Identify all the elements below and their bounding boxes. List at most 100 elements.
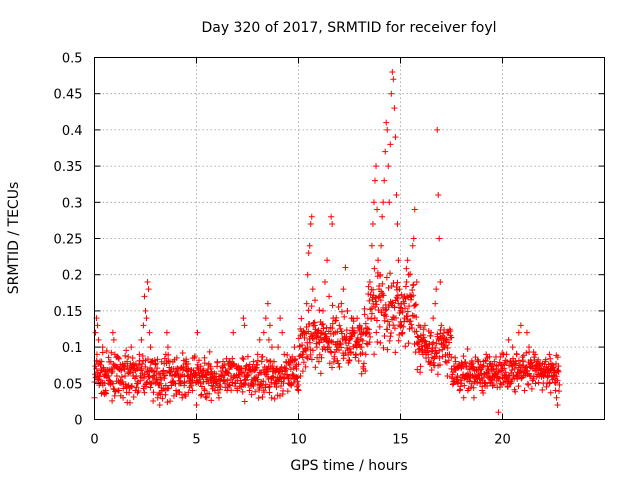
data-point (485, 368, 492, 375)
data-point (556, 388, 563, 395)
data-point (150, 389, 157, 396)
data-point (130, 393, 137, 400)
data-point (389, 68, 396, 75)
data-point (515, 383, 522, 390)
data-point (167, 398, 174, 405)
data-point (242, 377, 249, 384)
data-point (146, 329, 153, 336)
plot-frame (94, 57, 605, 420)
data-point (547, 389, 554, 396)
data-point (275, 369, 282, 376)
data-point (215, 394, 222, 401)
data-point (206, 390, 213, 397)
data-point (434, 126, 441, 133)
data-point (163, 329, 170, 336)
data-point (396, 322, 403, 329)
data-point (407, 271, 414, 278)
data-point (515, 357, 522, 364)
data-point (279, 329, 286, 336)
data-point (150, 397, 157, 404)
data-point (268, 344, 275, 351)
data-point (342, 336, 349, 343)
data-point (364, 315, 371, 322)
data-point (97, 358, 104, 365)
data-point (285, 359, 292, 366)
data-point (181, 380, 188, 387)
data-point (99, 349, 106, 356)
data-point (425, 351, 432, 358)
data-point (199, 373, 206, 380)
data-point (384, 318, 391, 325)
data-point (201, 354, 208, 361)
data-point (504, 358, 511, 365)
data-point (92, 363, 99, 370)
y-tick-label: 0.25 (54, 233, 83, 248)
data-point (144, 356, 151, 363)
data-point (301, 334, 308, 341)
data-point (367, 333, 374, 340)
data-point (335, 304, 342, 311)
data-point (113, 373, 120, 380)
data-point (433, 286, 440, 293)
data-point (513, 360, 520, 367)
data-point (136, 351, 143, 358)
data-point (363, 340, 370, 347)
x-axis-label: GPS time / hours (290, 458, 407, 474)
data-point (105, 373, 112, 380)
data-point (250, 382, 257, 389)
data-point (241, 322, 248, 329)
data-point (168, 382, 175, 389)
data-point (430, 339, 437, 346)
data-point (193, 402, 200, 409)
data-point (362, 325, 369, 332)
data-point (99, 344, 106, 351)
data-point (303, 300, 310, 307)
data-point (402, 343, 409, 350)
data-point (377, 297, 384, 304)
data-point (385, 163, 392, 170)
data-point (423, 355, 430, 362)
data-point (264, 300, 271, 307)
data-point (254, 351, 261, 358)
data-point (394, 279, 401, 286)
data-point (280, 380, 287, 387)
data-point (335, 360, 342, 367)
data-point (229, 355, 236, 362)
data-point (191, 353, 198, 360)
data-point (444, 373, 451, 380)
data-point (307, 221, 314, 228)
data-point (417, 369, 424, 376)
data-point (494, 369, 501, 376)
data-point (416, 349, 423, 356)
data-point (380, 292, 387, 299)
data-point (328, 349, 335, 356)
data-point (156, 381, 163, 388)
data-point (383, 119, 390, 126)
data-point (240, 315, 247, 322)
data-point (246, 387, 253, 394)
data-point (435, 335, 442, 342)
data-point (178, 380, 185, 387)
data-point (184, 368, 191, 375)
data-point (120, 363, 127, 370)
data-point (441, 326, 448, 333)
data-point (309, 347, 316, 354)
data-point (523, 349, 530, 356)
data-point (140, 375, 147, 382)
data-point (499, 350, 506, 357)
data-point (396, 304, 403, 311)
data-point (331, 349, 338, 356)
y-tick-label: 0.05 (54, 377, 83, 392)
data-point (224, 369, 231, 376)
data-point (430, 315, 437, 322)
data-point (438, 322, 445, 329)
data-point (376, 323, 383, 330)
data-point (108, 349, 115, 356)
data-point (381, 177, 388, 184)
data-point (308, 356, 315, 363)
y-tick-label: 0.15 (54, 305, 83, 320)
data-point (165, 351, 172, 358)
data-point (225, 381, 232, 388)
data-point (206, 348, 213, 355)
data-point (383, 313, 390, 320)
